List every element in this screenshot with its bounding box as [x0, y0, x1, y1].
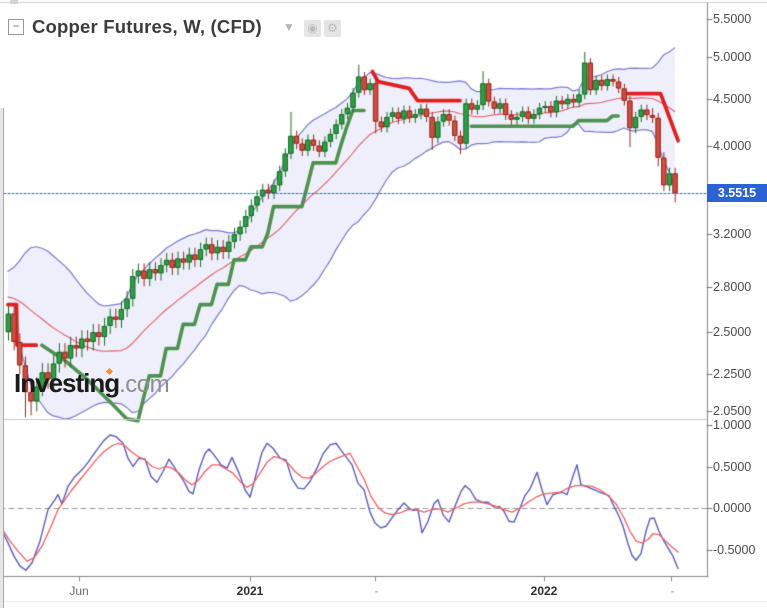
oscillator-tick-label: 1.0000: [713, 417, 752, 432]
collapse-legend-button[interactable]: −: [8, 19, 24, 35]
price-tick-label: 2.2500: [713, 366, 752, 381]
chevron-down-icon[interactable]: ▼: [283, 20, 295, 34]
watermark-suffix: .com: [119, 371, 170, 398]
price-tick-label: 2.8000: [713, 279, 752, 294]
left-panel-edge[interactable]: [0, 108, 4, 608]
time-tick-label: 2021: [236, 584, 264, 598]
price-tick-label: 3.2000: [713, 226, 752, 241]
gear-icon[interactable]: ⚙: [324, 20, 341, 37]
price-tick-label: 5.0000: [713, 49, 752, 64]
oscillator-tick-label: 0.5000: [713, 459, 752, 474]
time-tick-label: 2022: [530, 584, 558, 598]
price-tick-label: 2.5000: [713, 324, 752, 339]
price-tick-label: 5.5000: [713, 11, 752, 26]
price-tick-label: 4.0000: [713, 138, 752, 153]
oscillator-tick-label: -0.5000: [713, 542, 756, 557]
oscillator-tick-label: 0.0000: [713, 500, 752, 515]
last-price-badge: 3.5515: [707, 184, 767, 202]
eye-icon[interactable]: ◉: [304, 20, 321, 37]
window-tab: [10, 0, 18, 4]
price-tick-label: 2.0500: [713, 403, 752, 418]
watermark-brand: Investing: [14, 368, 120, 398]
investing-watermark: Investing.com: [14, 368, 170, 399]
time-tick-label: Jun: [69, 584, 89, 598]
price-tick-label: 4.5000: [713, 91, 752, 106]
symbol-title[interactable]: Copper Futures, W, (CFD): [32, 16, 262, 37]
